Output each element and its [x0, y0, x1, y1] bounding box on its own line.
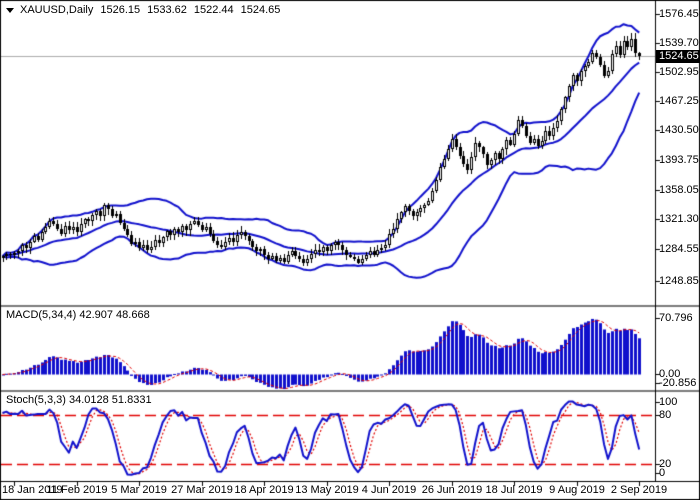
price-axis-label: 1358.05: [659, 184, 699, 196]
macd-axis-label: 0.00: [659, 368, 681, 380]
current-price-tag: 1524.65: [656, 50, 700, 63]
price-axis-label: 1393.75: [659, 154, 699, 166]
date-axis-label: 13 May 2019: [295, 484, 359, 496]
date-axis-label: 27 Mar 2019: [171, 484, 233, 496]
date-axis-label: 18 Jul 2019: [485, 484, 543, 496]
macd-indicator-label: MACD(5,34,4) 42.907 48.668: [6, 309, 150, 321]
date-axis-label: 4 Jun 2019: [361, 484, 417, 496]
chart-ohlc-header: XAUUSD,Daily 1526.15 1533.62 1522.44 152…: [6, 4, 280, 16]
stoch-axis-label: 100: [659, 396, 678, 408]
date-axis-label: 5 Mar 2019: [111, 484, 167, 496]
quote-low: 1522.44: [193, 4, 234, 16]
price-axis-label: 1467.25: [659, 95, 699, 107]
date-axis-label: 18 Jan 2019: [2, 484, 63, 496]
date-axis-label: 9 Aug 2019: [549, 484, 605, 496]
symbol-timeframe: XAUUSD,Daily: [20, 4, 94, 16]
price-axis-label: 1502.95: [659, 66, 699, 78]
price-axis-label: 1539.70: [659, 37, 699, 49]
symbol-marker-icon: [6, 7, 14, 13]
stoch-axis-label: 0: [659, 467, 666, 479]
quote-open: 1526.15: [100, 4, 141, 16]
price-axis-label: 1430.50: [659, 124, 699, 136]
date-axis-label: 18 Apr 2019: [234, 484, 294, 496]
stoch-indicator-label: Stoch(5,3,3) 34.0128 51.8331: [6, 394, 152, 406]
price-axis-label: 1576.45: [659, 8, 699, 20]
price-axis-label: 1321.30: [659, 213, 699, 225]
quote-close: 1524.65: [240, 4, 281, 16]
macd-axis-label: -20.856: [659, 377, 697, 389]
macd-axis-label: 70.796: [659, 312, 693, 324]
quote-high: 1533.62: [147, 4, 187, 16]
price-axis-label: 1284.55: [659, 243, 699, 255]
date-axis-label: 2 Sep 2019: [610, 484, 668, 496]
stoch-axis-label: 20: [659, 458, 672, 470]
price-axis-label: 1248.85: [659, 275, 699, 287]
date-axis-label: 26 Jun 2019: [421, 484, 483, 496]
date-axis-label: 11 Feb 2019: [46, 484, 108, 496]
stoch-axis-label: 80: [659, 409, 672, 421]
